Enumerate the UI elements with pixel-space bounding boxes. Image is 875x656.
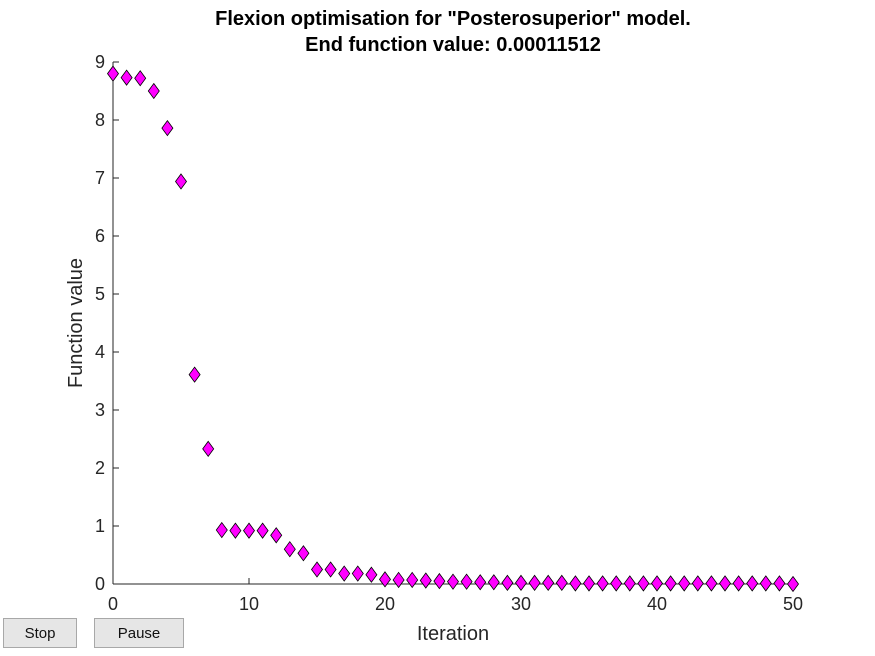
data-point — [759, 575, 772, 592]
data-point — [610, 575, 623, 592]
data-point — [569, 575, 582, 592]
chart-subtitle: End function value: 0.00011512 — [305, 34, 601, 56]
y-tick-label: 3 — [95, 400, 105, 420]
y-tick-label: 7 — [95, 168, 105, 188]
y-tick-label: 8 — [95, 110, 105, 130]
data-point — [528, 574, 541, 592]
y-tick-label: 4 — [95, 342, 105, 362]
data-point — [433, 572, 446, 590]
data-point — [691, 575, 704, 592]
data-point — [664, 575, 677, 592]
data-point — [283, 541, 296, 558]
data-point — [460, 573, 473, 590]
data-point — [474, 574, 487, 591]
data-point — [392, 571, 405, 589]
data-point — [161, 119, 174, 137]
data-point — [297, 545, 310, 562]
data-point — [515, 574, 527, 592]
data-point — [637, 575, 650, 592]
data-point — [787, 575, 799, 593]
data-point — [746, 575, 759, 592]
data-point — [487, 574, 500, 591]
data-point — [705, 575, 718, 592]
chart-title: Flexion optimisation for "Posterosuperio… — [215, 8, 691, 30]
data-point — [419, 572, 432, 589]
data-point — [719, 575, 731, 592]
data-point — [338, 565, 351, 582]
data-point — [351, 565, 364, 582]
data-point — [202, 440, 215, 458]
y-tick-label: 0 — [95, 574, 105, 594]
data-point — [107, 65, 119, 82]
x-tick-label: 50 — [783, 594, 803, 614]
data-point — [229, 522, 242, 539]
data-point — [215, 521, 228, 539]
data-point — [134, 70, 147, 87]
data-point — [365, 566, 378, 583]
data-point — [542, 574, 555, 592]
data-point — [270, 527, 283, 544]
data-point — [379, 571, 391, 588]
data-point — [147, 82, 160, 100]
data-point — [732, 575, 745, 592]
data-point — [678, 575, 691, 592]
data-point — [256, 522, 269, 539]
data-point — [773, 575, 786, 592]
y-axis-label: Function value — [65, 258, 87, 388]
data-point — [596, 575, 609, 592]
data-point — [406, 571, 419, 589]
x-tick-label: 40 — [647, 594, 667, 614]
data-point — [583, 575, 595, 592]
data-point — [311, 561, 323, 578]
pause-button[interactable]: Pause — [94, 618, 184, 648]
data-point — [188, 366, 201, 383]
y-tick-label: 6 — [95, 226, 105, 246]
x-tick-label: 20 — [375, 594, 395, 614]
stop-button[interactable]: Stop — [3, 618, 77, 648]
x-tick-label: 0 — [108, 594, 118, 614]
y-tick-label: 5 — [95, 284, 105, 304]
x-tick-label: 10 — [239, 594, 259, 614]
y-tick-label: 2 — [95, 458, 105, 478]
data-point — [651, 575, 663, 592]
y-tick-label: 9 — [95, 52, 105, 72]
x-tick-label: 30 — [511, 594, 531, 614]
data-point — [324, 561, 337, 578]
data-point — [243, 522, 255, 539]
data-point — [120, 69, 133, 86]
data-point — [175, 173, 187, 190]
data-point — [501, 574, 514, 592]
y-tick-label: 1 — [95, 516, 105, 536]
x-axis-label: Iteration — [417, 623, 489, 645]
data-point — [623, 575, 636, 592]
data-point — [447, 573, 459, 590]
data-point — [555, 574, 568, 592]
